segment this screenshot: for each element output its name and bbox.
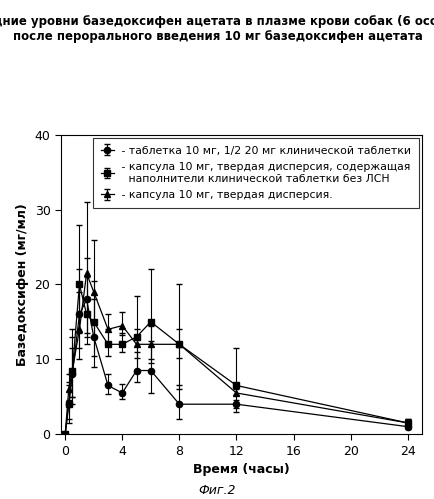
Text: Фиг.2: Фиг.2 xyxy=(198,484,236,497)
Text: Средние уровни базедоксифен ацетата в плазме крови собак (6 особей)
после перора: Средние уровни базедоксифен ацетата в пл… xyxy=(0,15,434,43)
X-axis label: Время (часы): Время (часы) xyxy=(193,463,289,476)
Y-axis label: Базедоксифен (мг/мл): Базедоксифен (мг/мл) xyxy=(16,203,29,366)
Legend:  - таблетка 10 мг, 1/2 20 мг клинической таблетки,  - капсула 10 мг, твердая дис: - таблетка 10 мг, 1/2 20 мг клинической … xyxy=(93,138,418,208)
